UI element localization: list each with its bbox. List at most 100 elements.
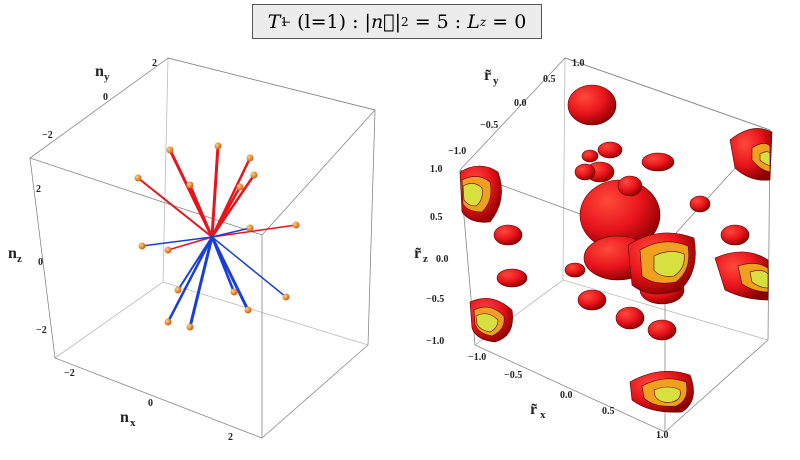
isosurface-lobe <box>493 224 523 246</box>
right-x-label: r̃ <box>530 401 537 418</box>
vector-red <box>188 183 214 239</box>
left-vectors <box>137 144 297 329</box>
isosurface-lobe <box>564 262 586 278</box>
left-y-tick: −2 <box>42 130 53 141</box>
right-z-sub: z <box>423 253 428 265</box>
right-z-tick: 0.0 <box>436 254 449 265</box>
vector-tip <box>244 306 252 314</box>
right-y-tick: −1.0 <box>448 146 466 157</box>
left-y-axis: n y 2 0 −2 <box>42 58 157 141</box>
title-T-sub: 1 <box>280 14 289 29</box>
vector-tip <box>214 142 222 150</box>
right-x-axis: r̃ x −1.0 −0.5 0.0 0.5 1.0 <box>468 352 669 441</box>
left-vector-tips <box>134 142 300 331</box>
title-eq2: = 0 <box>492 10 527 33</box>
corner-lobe-center <box>627 232 696 295</box>
vector-tip <box>250 171 258 179</box>
right-plot: r̃ y 1.0 0.5 0.0 −0.5 −1.0 r̃ z 1.0 0.5 … <box>414 57 773 441</box>
isosurface-lobe <box>720 224 750 246</box>
right-z-tick: 1.0 <box>430 164 443 175</box>
right-z-axis: r̃ z 1.0 0.5 0.0 −0.5 −1.0 <box>414 164 449 347</box>
left-x-sub: x <box>130 417 136 429</box>
right-y-label: r̃ <box>484 67 491 84</box>
isosurface-lobe <box>574 163 596 181</box>
vector-tip <box>246 224 254 232</box>
title-sep1: : <box>352 10 359 33</box>
vector-tip <box>138 242 146 250</box>
corner-lobe-right <box>714 251 769 301</box>
right-x-tick: 0.0 <box>560 390 573 401</box>
isosurface-lobe <box>641 152 675 172</box>
vector-red <box>210 185 242 239</box>
right-y-sub: y <box>493 75 499 87</box>
isosurface-lobe <box>567 84 617 126</box>
right-x-tick: −0.5 <box>504 370 522 381</box>
vector-blue <box>188 235 214 329</box>
title-n-expr: |n⃗| <box>364 10 401 33</box>
vector-red <box>211 224 297 238</box>
title-T: T <box>267 10 281 33</box>
title-eq1: = 5 <box>414 10 449 33</box>
vector-tip <box>186 181 194 189</box>
title-T-sup: − <box>281 14 292 29</box>
isosurface-lobe <box>615 306 645 330</box>
vector-tip <box>134 174 142 182</box>
vector-tip <box>174 286 182 294</box>
corner-lobe-left-upper <box>459 165 502 223</box>
vector-blue <box>166 235 214 324</box>
isosurface-lobe <box>581 149 599 163</box>
left-z-sub: z <box>17 253 22 265</box>
isosurface-lobe <box>597 141 623 159</box>
right-y-tick: 0.5 <box>543 74 556 85</box>
title-l: (l=1) <box>297 10 347 33</box>
left-z-label: n <box>8 245 17 262</box>
right-x-tick: 0.5 <box>602 406 615 417</box>
corner-lobe-left-lower <box>469 298 513 343</box>
vector-blue <box>211 227 251 238</box>
vector-tip <box>282 293 290 301</box>
vector-tip <box>292 221 300 229</box>
right-z-tick: 0.5 <box>430 212 443 223</box>
vector-red <box>167 236 213 251</box>
left-z-tick: 2 <box>36 184 41 195</box>
vector-tip <box>166 146 174 154</box>
right-z-tick: −0.5 <box>426 294 444 305</box>
left-z-tick: −2 <box>36 325 47 336</box>
vector-tip <box>186 323 194 331</box>
right-isosurfaces <box>459 84 773 413</box>
left-plot: n y 2 0 −2 n z 2 0 −2 n x −2 0 2 <box>8 57 376 443</box>
right-z-tick: −1.0 <box>426 336 444 347</box>
right-z-label: r̃ <box>414 245 421 262</box>
isosurface-lobe <box>577 289 607 311</box>
vector-tip <box>230 288 238 296</box>
right-x-tick: −1.0 <box>468 352 486 363</box>
right-x-tick: 1.0 <box>656 430 669 441</box>
left-x-label: n <box>120 409 129 426</box>
vector-tip <box>246 154 254 162</box>
left-z-tick: 0 <box>38 257 43 268</box>
left-y-tick: 0 <box>103 92 108 103</box>
vector-tip <box>164 246 172 254</box>
corner-lobe-top-right <box>729 128 773 181</box>
left-x-axis: n x −2 0 2 <box>64 368 233 443</box>
title-n-pow: 2 <box>401 14 409 29</box>
left-x-tick: 2 <box>228 432 233 443</box>
isosurface-lobe <box>689 195 711 213</box>
right-y-axis: r̃ y 1.0 0.5 0.0 −0.5 −1.0 <box>448 58 585 157</box>
vector-red <box>210 144 220 239</box>
title-L-sub: z <box>479 14 487 29</box>
right-y-tick: 1.0 <box>572 58 585 69</box>
left-y-label: n <box>95 63 104 80</box>
title-sep2: : <box>454 10 462 33</box>
left-x-tick: 0 <box>148 398 153 409</box>
right-y-tick: 0.0 <box>514 98 527 109</box>
isosurface-lobe <box>496 268 528 288</box>
left-box <box>29 57 376 439</box>
vector-blue <box>210 235 236 294</box>
vector-blue <box>141 236 213 247</box>
left-y-tick: 2 <box>152 58 157 69</box>
vector-tip <box>236 183 244 191</box>
right-y-tick: −0.5 <box>480 120 498 131</box>
